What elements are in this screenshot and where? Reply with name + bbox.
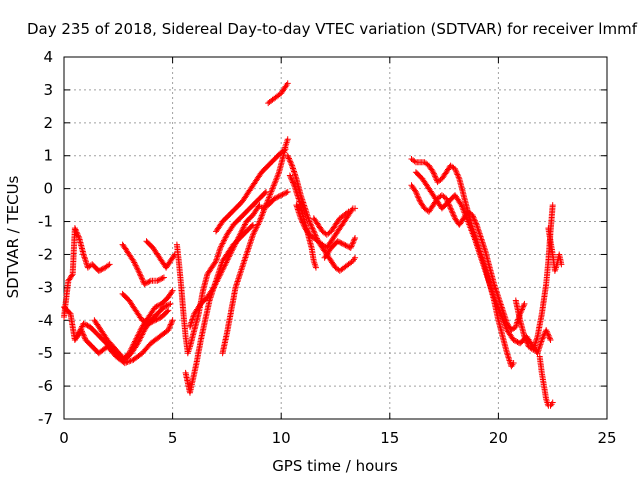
x-tick-label: 10 — [272, 429, 291, 447]
data-point-markers — [258, 188, 291, 212]
x-tick-label: 5 — [168, 429, 178, 447]
data-point-markers — [219, 136, 291, 357]
data-point-markers — [143, 238, 178, 271]
series-arc-e — [119, 290, 172, 327]
y-tick-label: 1 — [43, 147, 53, 165]
data-points — [61, 80, 565, 409]
data-point-markers — [512, 202, 556, 353]
series-arc-g — [143, 238, 178, 271]
series-arc-l — [213, 146, 289, 235]
x-tick-label: 25 — [597, 429, 616, 447]
plot-frame — [63, 56, 608, 420]
data-point-markers — [187, 202, 263, 330]
y-tick-label: -1 — [38, 213, 53, 231]
data-point-markers — [119, 241, 167, 288]
y-axis-ticks: -7 -6 -5 -4 -3 -2 -1 0 1 2 3 4 — [38, 48, 607, 428]
series-arc-k — [219, 136, 291, 357]
y-tick-label: -5 — [38, 344, 53, 362]
data-point-markers — [119, 290, 172, 327]
x-axis-ticks: 0 5 10 15 20 25 — [59, 57, 617, 447]
y-tick-label: 2 — [43, 114, 53, 132]
data-point-markers — [321, 235, 359, 261]
series-arc-y — [545, 225, 565, 274]
series-arc-u — [408, 182, 528, 334]
data-point-markers — [265, 80, 291, 107]
x-tick-label: 15 — [380, 429, 399, 447]
data-point-markers — [536, 353, 556, 409]
series-arc-a — [61, 225, 113, 320]
y-tick-label: -3 — [38, 278, 53, 296]
x-tick-label: 20 — [489, 429, 508, 447]
series-arc-s — [321, 235, 359, 261]
series-arc-m — [258, 188, 291, 212]
data-point-markers — [293, 202, 359, 251]
y-tick-label: -2 — [38, 245, 53, 263]
y-axis-label: SDTVAR / TECUs — [4, 175, 22, 298]
series-arc-x — [536, 353, 556, 409]
series-arc-h — [173, 188, 269, 357]
x-axis-label: GPS time / hours — [272, 457, 398, 475]
series-arc-q — [293, 202, 359, 251]
series-arc-f — [119, 241, 167, 288]
data-point-markers — [61, 225, 113, 320]
series-arc-j — [187, 202, 263, 330]
data-point-markers — [408, 156, 517, 370]
y-tick-label: 3 — [43, 81, 53, 99]
x-tick-label: 0 — [59, 429, 69, 447]
axes — [63, 56, 608, 420]
series-arc-v — [412, 169, 554, 357]
y-tick-label: 4 — [43, 48, 53, 66]
y-tick-label: -6 — [38, 377, 53, 395]
series-arc-d — [91, 300, 174, 363]
y-tick-label: -7 — [38, 410, 53, 428]
y-tick-label: -4 — [38, 311, 53, 329]
chart-title: Day 235 of 2018, Sidereal Day-to-day VTE… — [27, 20, 638, 38]
data-point-markers — [408, 182, 528, 334]
series-arc-n — [265, 80, 291, 107]
y-tick-label: 0 — [43, 180, 53, 198]
data-point-markers — [173, 188, 269, 357]
data-point-markers — [545, 225, 565, 274]
data-point-markers — [310, 208, 352, 238]
series-arc-t — [408, 156, 517, 370]
series-arc-r — [310, 208, 352, 238]
data-point-markers — [412, 169, 554, 357]
grid-lines — [64, 57, 607, 419]
data-point-markers — [91, 300, 174, 363]
series-arc-w — [512, 202, 556, 353]
data-point-markers — [213, 146, 289, 235]
